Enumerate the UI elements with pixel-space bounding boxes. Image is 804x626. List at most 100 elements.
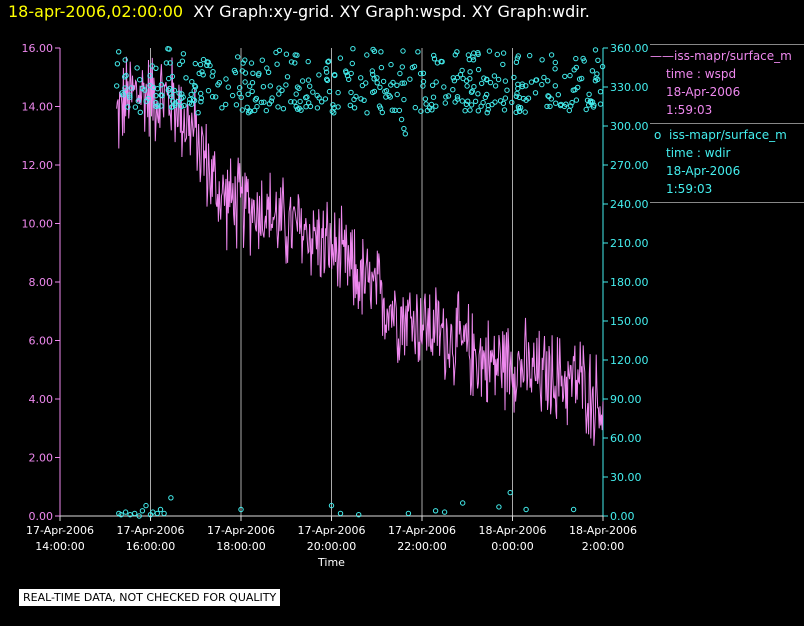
wdir-point [284, 74, 291, 80]
wdir-point [288, 59, 295, 65]
wdir-point [293, 91, 299, 97]
wdir-point [248, 60, 255, 66]
wdir-point [167, 60, 173, 66]
legend-line-marker: —— [650, 49, 674, 63]
wdir-point [347, 102, 353, 109]
right-tick-label: 180.00 [610, 276, 649, 289]
x-tick-label-date: 17-Apr-2006 [297, 524, 365, 537]
wdir-point [433, 103, 439, 109]
wdir-point [147, 82, 153, 89]
wdir-point [501, 107, 508, 113]
wdir-point [431, 56, 438, 62]
wdir-point [242, 79, 248, 85]
wdir-point [480, 99, 486, 106]
wdir-point [181, 102, 187, 109]
wdir-point [586, 91, 592, 98]
wdir-point [475, 108, 481, 114]
wdir-point [443, 94, 449, 100]
wdir-point [232, 69, 239, 76]
wdir-point [335, 89, 341, 96]
wdir-point [514, 90, 520, 97]
wdir-point [594, 71, 600, 77]
quality-disclaimer: REAL-TIME DATA, NOT CHECKED FOR QUALITY [19, 589, 281, 606]
wdir-point [467, 107, 473, 113]
wdir-point [486, 48, 493, 54]
wdir-point [154, 510, 161, 517]
wdir-point [422, 96, 429, 102]
wdir-point [159, 92, 165, 99]
wdir-point [378, 64, 385, 71]
wdir-point [379, 109, 385, 116]
wdir-point [383, 88, 390, 94]
wdir-point [539, 81, 545, 88]
wdir-point [269, 95, 275, 101]
wdir-point [591, 102, 597, 108]
wdir-point [180, 94, 186, 100]
wdir-point [316, 72, 322, 78]
wdir-point [330, 102, 336, 108]
wdir-point [337, 510, 344, 517]
wdir-point [513, 59, 520, 65]
wdir-point [467, 69, 473, 75]
wdir-point [569, 99, 575, 106]
wdir-point [158, 103, 164, 109]
wdir-point [544, 103, 550, 110]
wdir-point [268, 98, 275, 104]
x-tick-label-time: 20:00:00 [307, 540, 356, 553]
wdir-point [299, 78, 306, 84]
wdir-point [122, 57, 128, 63]
wdir-point [405, 510, 412, 517]
wdir-point [196, 70, 202, 77]
wdir-point [364, 110, 370, 116]
wdir-point [195, 110, 201, 116]
right-tick-label: 150.00 [610, 315, 649, 328]
wdir-point [588, 99, 594, 106]
wdir-point [369, 68, 375, 74]
x-tick-label-time: 14:00:00 [35, 540, 84, 553]
wdir-point [558, 101, 564, 108]
wdir-point [125, 104, 131, 110]
wdir-point [303, 94, 309, 101]
wdir-point [423, 101, 429, 107]
wdir-point [179, 91, 185, 97]
wdir-point [328, 502, 335, 509]
wdir-point [491, 73, 498, 79]
wdir-point [401, 80, 408, 86]
right-tick-label: 240.00 [610, 198, 649, 211]
wdir-point [527, 52, 533, 59]
wdir-point [459, 98, 465, 104]
wdir-point [507, 489, 513, 496]
wdir-point [163, 60, 170, 66]
x-tick-label-date: 18-Apr-2006 [478, 524, 546, 537]
x-tick-label-date: 17-Apr-2006 [26, 524, 94, 537]
wdir-point [374, 80, 380, 86]
wdir-point [343, 68, 349, 74]
wdir-point [168, 91, 174, 97]
wdir-point [471, 84, 477, 90]
wdir-point [337, 55, 344, 61]
wdir-point [292, 52, 298, 58]
wdir-point [401, 96, 407, 103]
wdir-point [370, 71, 376, 78]
wdir-point [469, 88, 475, 94]
wdir-point [380, 78, 387, 85]
wdir-point [420, 70, 427, 77]
wdir-point [500, 50, 507, 56]
right-tick-label: 270.00 [610, 159, 649, 172]
wdir-point [424, 107, 431, 114]
left-tick-label: 14.00 [22, 101, 54, 114]
wdir-point [166, 75, 172, 82]
wdir-point [298, 107, 304, 113]
wdir-point [120, 92, 127, 98]
wdir-point [346, 76, 352, 83]
wdir-point [263, 107, 269, 114]
title-timestamp: 18-apr-2006,02:00:00 [8, 2, 184, 21]
x-tick-label-time: 22:00:00 [397, 540, 446, 553]
right-tick-label: 300.00 [610, 120, 649, 133]
wdir-point [479, 80, 485, 87]
wdir-point [552, 59, 558, 66]
wdir-point [123, 72, 129, 79]
wdir-point [451, 78, 458, 84]
legend-divider [650, 123, 804, 124]
